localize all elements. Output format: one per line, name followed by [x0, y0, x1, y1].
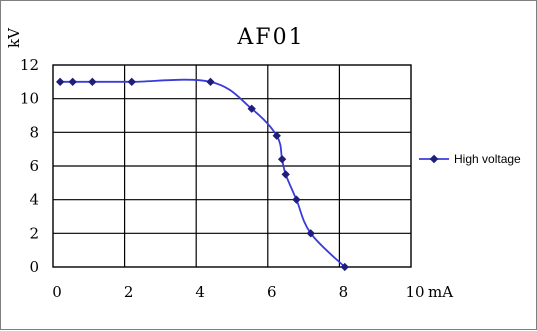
- data-point-marker: [127, 77, 136, 86]
- x-tick-label: 2: [124, 283, 134, 301]
- grid-lines: [53, 65, 411, 267]
- data-point-marker: [55, 77, 65, 86]
- data-point-marker: [340, 262, 349, 272]
- series-markers: [55, 77, 349, 272]
- y-tick-label: 6: [29, 157, 39, 175]
- y-tick-label: 10: [20, 90, 39, 108]
- legend-marker: [429, 154, 439, 164]
- x-tick-label: 8: [339, 283, 349, 301]
- x-tick-labels: 0 2 4 6 8 10: [52, 283, 424, 301]
- data-point-marker: [206, 77, 215, 86]
- data-point-marker: [88, 77, 97, 86]
- y-axis-label: kV: [5, 27, 23, 48]
- y-tick-label: 0: [29, 258, 39, 276]
- y-tick-label: 2: [29, 224, 39, 242]
- x-axis-label: mA: [428, 283, 453, 301]
- legend-label-high-voltage: High voltage: [454, 152, 521, 166]
- plot-border: [52, 64, 412, 268]
- y-tick-label: 12: [20, 56, 39, 74]
- data-point-marker: [281, 170, 290, 179]
- data-point-marker: [247, 104, 256, 113]
- x-tick-label: 0: [52, 283, 62, 301]
- x-tick-label: 6: [267, 283, 277, 301]
- y-tick-label: 8: [29, 123, 39, 141]
- y-tick-labels: 0 2 4 6 8 10 12: [20, 56, 39, 276]
- data-point-marker: [306, 229, 315, 238]
- y-tick-label: 4: [29, 191, 39, 209]
- chart-title: AF01: [236, 25, 304, 50]
- data-point-marker: [292, 195, 301, 204]
- data-point-marker: [277, 155, 287, 164]
- data-point-marker: [272, 131, 281, 140]
- x-tick-label: 4: [195, 283, 205, 301]
- x-tick-label: 10: [405, 283, 424, 301]
- data-point-marker: [68, 77, 77, 86]
- legend: High voltage: [419, 152, 521, 166]
